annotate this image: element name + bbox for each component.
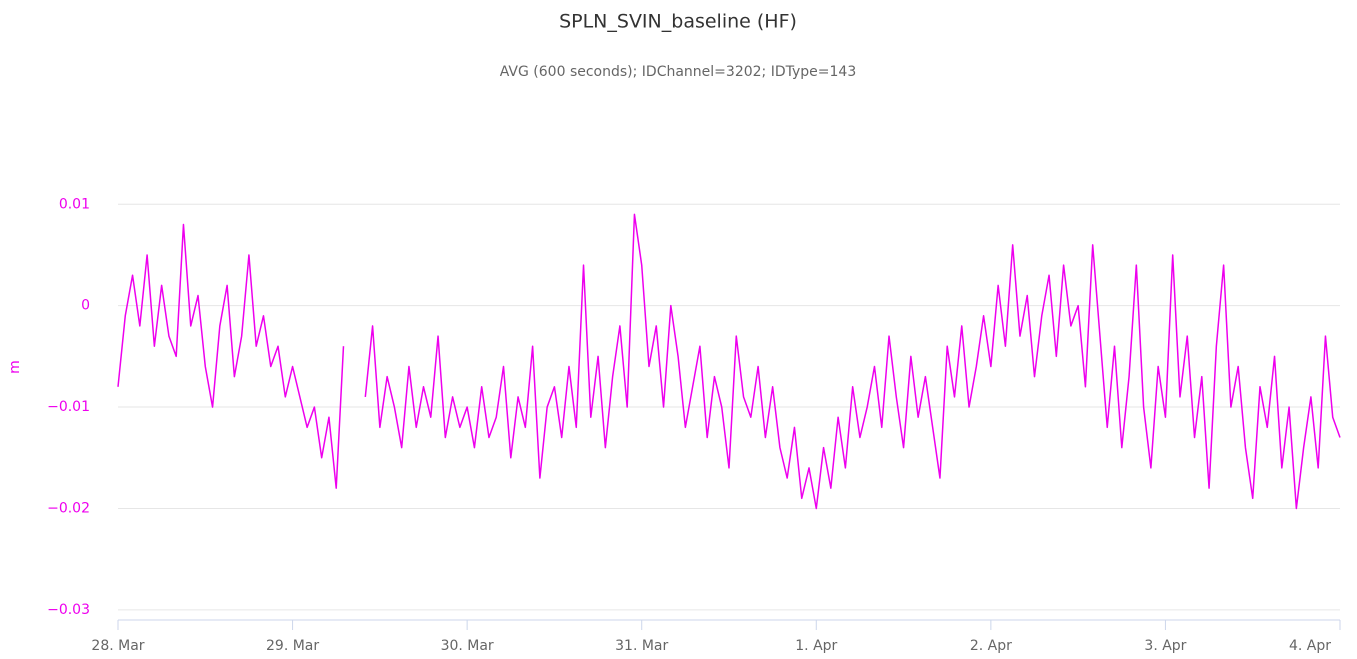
y-tick-label: −0.01 [47, 399, 90, 415]
x-tick-label: 3. Apr [1144, 638, 1186, 654]
y-tick-label: 0 [81, 298, 90, 314]
x-tick-label: 1. Apr [795, 638, 837, 654]
chart-title: SPLN_SVIN_baseline (HF) [559, 11, 797, 33]
data-line [117, 213, 1341, 510]
x-tick-label: 4. Apr [1289, 638, 1331, 654]
x-tick-label: 30. Mar [441, 638, 494, 654]
x-tick-label: 2. Apr [970, 638, 1012, 654]
x-tick-label: 31. Mar [615, 638, 668, 654]
x-tick-label: 29. Mar [266, 638, 319, 654]
y-tick-label: −0.03 [47, 602, 90, 618]
y-axis-label: m [7, 360, 23, 374]
y-tick-label: 0.01 [59, 196, 90, 212]
y-tick-label: −0.02 [47, 500, 90, 516]
chart-subtitle: AVG (600 seconds); IDChannel=3202; IDTyp… [500, 64, 856, 80]
x-tick-label: 28. Mar [91, 638, 144, 654]
